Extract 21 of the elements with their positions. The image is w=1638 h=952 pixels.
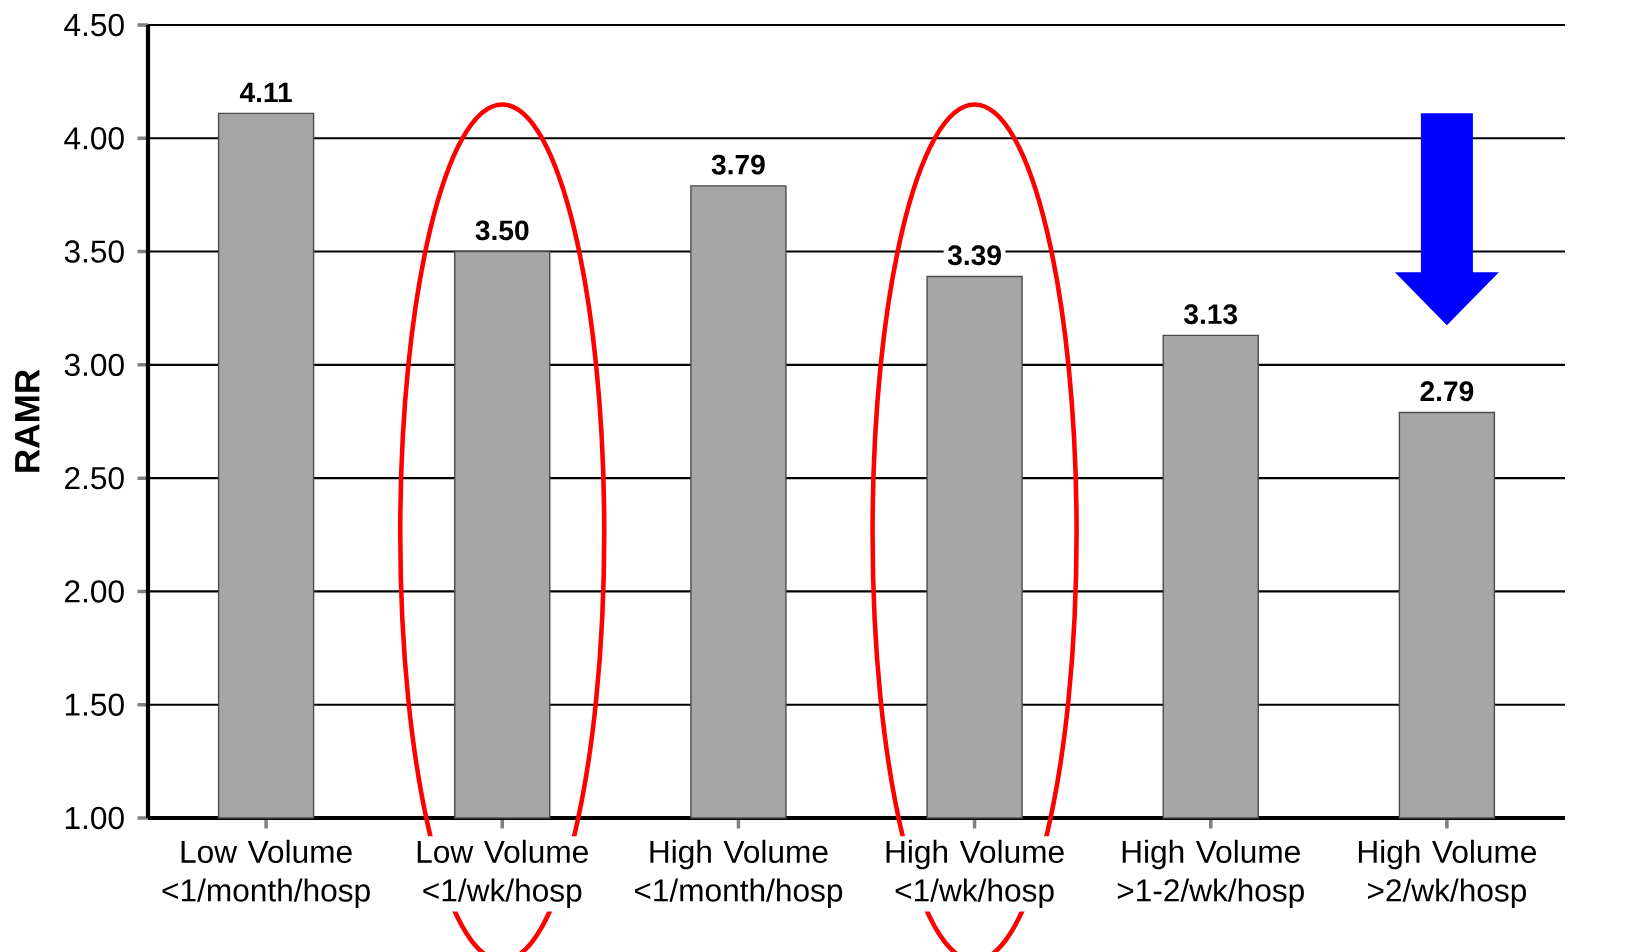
y-axis-title: RAMR <box>15 369 40 472</box>
y-tick-label: 4.50 <box>64 13 124 37</box>
y-tick-label: 3.00 <box>64 353 124 377</box>
y-tick-label: 2.00 <box>65 580 124 603</box>
y-tick-label: 1.50 <box>65 693 124 716</box>
data-label: 3.50 <box>475 220 529 241</box>
y-tick-label: 1.00 <box>65 806 124 830</box>
x-tick-label: High Volume <1/month/hosp <box>634 839 843 908</box>
y-tick-label: 4.00 <box>64 127 124 150</box>
x-tick-label: Low Volume <1/month/hosp <box>162 839 370 908</box>
y-tick-label: 2.50 <box>65 466 124 490</box>
data-label: 3.79 <box>711 154 765 175</box>
x-tick-label: High Volume >2/wk/hosp <box>1358 839 1537 908</box>
x-tick-label: High Volume >1-2/wk/hosp <box>1117 839 1304 908</box>
data-label: 3.39 <box>947 245 1001 266</box>
x-tick-label: Low Volume <1/wk/hosp <box>417 839 588 908</box>
data-label: 4.11 <box>239 82 292 103</box>
data-label: 2.79 <box>1420 381 1474 402</box>
data-label: 3.13 <box>1184 304 1238 325</box>
x-tick-label: High Volume <1/wk/hosp <box>886 839 1064 908</box>
y-tick-label: 3.50 <box>64 240 124 263</box>
